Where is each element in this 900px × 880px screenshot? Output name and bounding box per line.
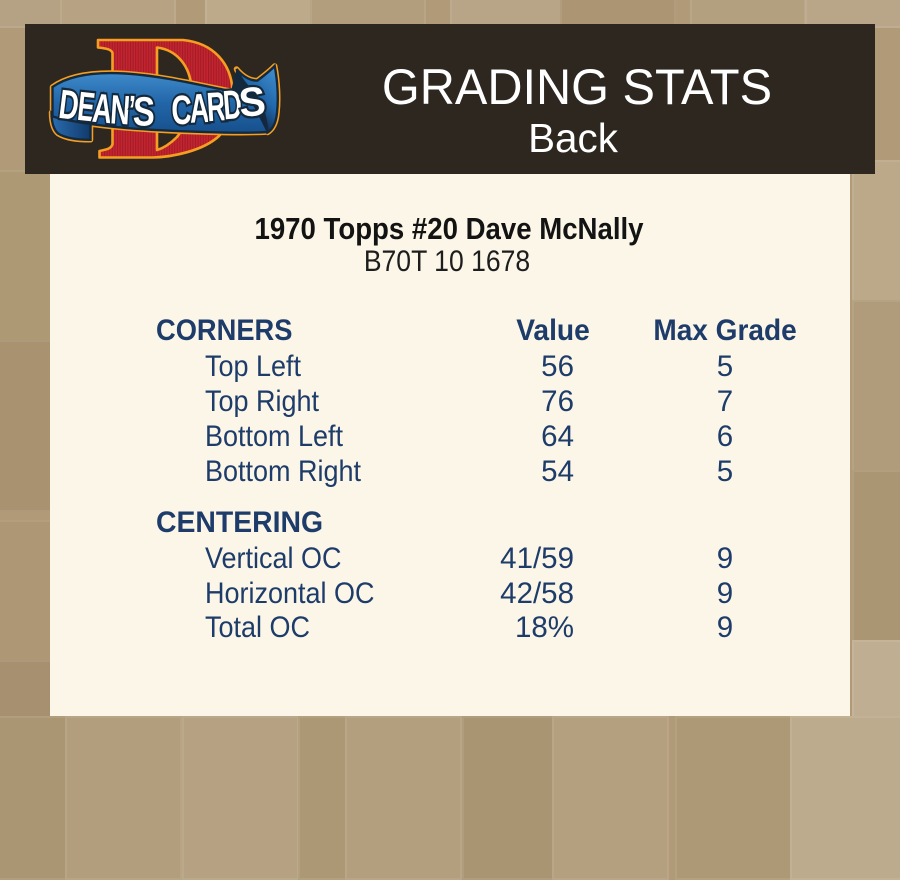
svg-text:S: S xyxy=(237,77,268,126)
svg-text:D: D xyxy=(221,82,243,129)
svg-text:A: A xyxy=(189,87,210,133)
svg-text:N: N xyxy=(109,88,131,134)
svg-text:S: S xyxy=(132,88,155,135)
svg-text:R: R xyxy=(206,84,228,131)
svg-text:C: C xyxy=(171,88,193,134)
